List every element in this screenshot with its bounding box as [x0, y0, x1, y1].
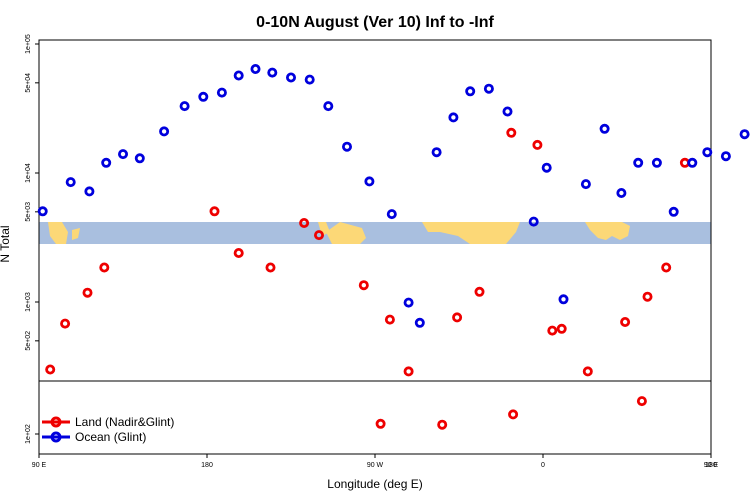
- legend-entry-land: Land (Nadir&Glint): [42, 415, 174, 429]
- ocean-point: [702, 147, 713, 158]
- ocean-point: [483, 83, 494, 94]
- land-point: [556, 323, 567, 334]
- legend-marker-land: [50, 416, 62, 428]
- ocean-point: [118, 149, 129, 160]
- ocean-point: [414, 317, 425, 328]
- land-point: [508, 409, 519, 420]
- ocean-point: [720, 151, 731, 162]
- ocean-point: [233, 70, 244, 81]
- ocean-point: [633, 157, 644, 168]
- ocean-point: [528, 216, 539, 227]
- landmass-africa: [422, 222, 520, 244]
- ocean-point: [179, 101, 190, 112]
- y-tick-label: 5e+04: [25, 73, 32, 93]
- ocean-point: [403, 297, 414, 308]
- land-point: [620, 316, 631, 327]
- y-tick-label: 5e+02: [25, 331, 32, 351]
- ocean-point: [65, 177, 76, 188]
- ocean-point: [541, 162, 552, 173]
- land-point: [437, 419, 448, 430]
- land-point: [384, 314, 395, 325]
- ocean-point: [134, 153, 145, 164]
- data-marks: [37, 64, 750, 430]
- ocean-point: [267, 67, 278, 78]
- land-point: [452, 312, 463, 323]
- ocean-point: [323, 101, 334, 112]
- legend-label-ocean: Ocean (Glint): [75, 430, 146, 444]
- landmass-borneo: [72, 228, 80, 240]
- y-tick-label: 1e+05: [25, 34, 32, 54]
- land-point: [636, 396, 647, 407]
- x-tick-label: 0: [541, 462, 545, 469]
- legend-label-land: Land (Nadir&Glint): [75, 415, 174, 429]
- ocean-point: [431, 147, 442, 158]
- land-point: [582, 366, 593, 377]
- ocean-point: [687, 157, 698, 168]
- ocean-point: [216, 87, 227, 98]
- x-axis-label: Longitude (deg E): [327, 477, 422, 491]
- land-point: [233, 247, 244, 258]
- land-point: [506, 127, 517, 138]
- legend-marker-ocean: [50, 431, 62, 443]
- ocean-point: [159, 126, 170, 137]
- ocean-point: [465, 86, 476, 97]
- ocean-point: [558, 294, 569, 305]
- land-point: [313, 230, 324, 241]
- axes: 90 E 180 90 W 0 90 E1801e+055e+041e+045e+031…: [25, 34, 719, 469]
- ocean-point: [285, 72, 296, 83]
- ocean-point: [448, 112, 459, 123]
- land-point: [403, 366, 414, 377]
- land-point: [299, 217, 310, 228]
- map-band-ocean: [39, 222, 711, 244]
- landmass-south-america: [326, 222, 366, 244]
- land-point: [265, 262, 276, 273]
- land-point: [375, 418, 386, 429]
- y-tick-label: 5e+03: [25, 202, 32, 222]
- x-tick-label: 90 E: [32, 462, 47, 469]
- ocean-point: [739, 129, 750, 140]
- landmass-sumatra: [48, 222, 68, 244]
- ocean-point: [198, 91, 209, 102]
- ocean-point: [250, 64, 261, 75]
- land-point: [642, 291, 653, 302]
- ocean-point: [616, 187, 627, 198]
- ocean-point: [341, 141, 352, 152]
- land-point: [45, 364, 56, 375]
- ocean-point: [580, 179, 591, 190]
- land-point: [661, 262, 672, 273]
- landmass-indonesia: [585, 222, 630, 240]
- land-point: [60, 318, 71, 329]
- y-tick-label: 1e+03: [25, 292, 32, 312]
- x-tick-label: 90 E: [704, 462, 719, 469]
- y-tick-label: 1e+04: [25, 163, 32, 183]
- land-point: [99, 262, 110, 273]
- ocean-point: [304, 74, 315, 85]
- ocean-point: [651, 157, 662, 168]
- ocean-point: [668, 206, 679, 217]
- x-tick-label: 180: [201, 462, 213, 469]
- land-point: [209, 206, 220, 217]
- ocean-point: [599, 123, 610, 134]
- land-point: [358, 280, 369, 291]
- legend: Land (Nadir&Glint) Ocean (Glint): [42, 415, 174, 444]
- land-point: [82, 287, 93, 298]
- legend-entry-ocean: Ocean (Glint): [42, 430, 146, 444]
- ocean-point: [37, 206, 48, 217]
- land-point: [547, 325, 558, 336]
- y-tick-label: 1e+02: [25, 424, 32, 444]
- main-panel-frame: [38, 39, 712, 382]
- x-tick-label: 90 W: [367, 462, 384, 469]
- y-axis-label: N Total: [0, 225, 12, 262]
- ocean-point: [502, 106, 513, 117]
- chart-title: 0-10N August (Ver 10) Inf to -Inf: [256, 14, 494, 31]
- map-band: [39, 222, 711, 244]
- ocean-point: [386, 209, 397, 220]
- ocean-point: [84, 186, 95, 197]
- ocean-point: [101, 157, 112, 168]
- x-tick-label: 180: [705, 462, 717, 469]
- land-point: [532, 139, 543, 150]
- ocean-point: [364, 176, 375, 187]
- land-point: [474, 286, 485, 297]
